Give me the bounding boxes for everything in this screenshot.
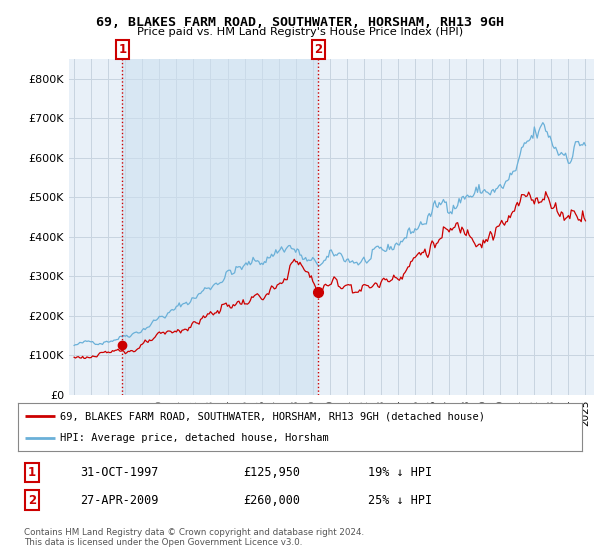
- Text: 1: 1: [118, 43, 127, 56]
- Text: £125,950: £125,950: [244, 466, 301, 479]
- Text: 2: 2: [314, 43, 322, 56]
- Text: Price paid vs. HM Land Registry's House Price Index (HPI): Price paid vs. HM Land Registry's House …: [137, 27, 463, 37]
- Text: 1: 1: [28, 466, 36, 479]
- Text: 19% ↓ HPI: 19% ↓ HPI: [368, 466, 432, 479]
- Text: 2: 2: [28, 494, 36, 507]
- Text: 25% ↓ HPI: 25% ↓ HPI: [368, 494, 432, 507]
- Text: 69, BLAKES FARM ROAD, SOUTHWATER, HORSHAM, RH13 9GH: 69, BLAKES FARM ROAD, SOUTHWATER, HORSHA…: [96, 16, 504, 29]
- Text: HPI: Average price, detached house, Horsham: HPI: Average price, detached house, Hors…: [60, 433, 329, 443]
- Text: £260,000: £260,000: [244, 494, 301, 507]
- Text: 31-OCT-1997: 31-OCT-1997: [80, 466, 158, 479]
- Text: 27-APR-2009: 27-APR-2009: [80, 494, 158, 507]
- Bar: [122, 59, 318, 395]
- Text: 69, BLAKES FARM ROAD, SOUTHWATER, HORSHAM, RH13 9GH (detached house): 69, BLAKES FARM ROAD, SOUTHWATER, HORSHA…: [60, 411, 485, 421]
- Text: Contains HM Land Registry data © Crown copyright and database right 2024.
This d: Contains HM Land Registry data © Crown c…: [24, 528, 364, 547]
